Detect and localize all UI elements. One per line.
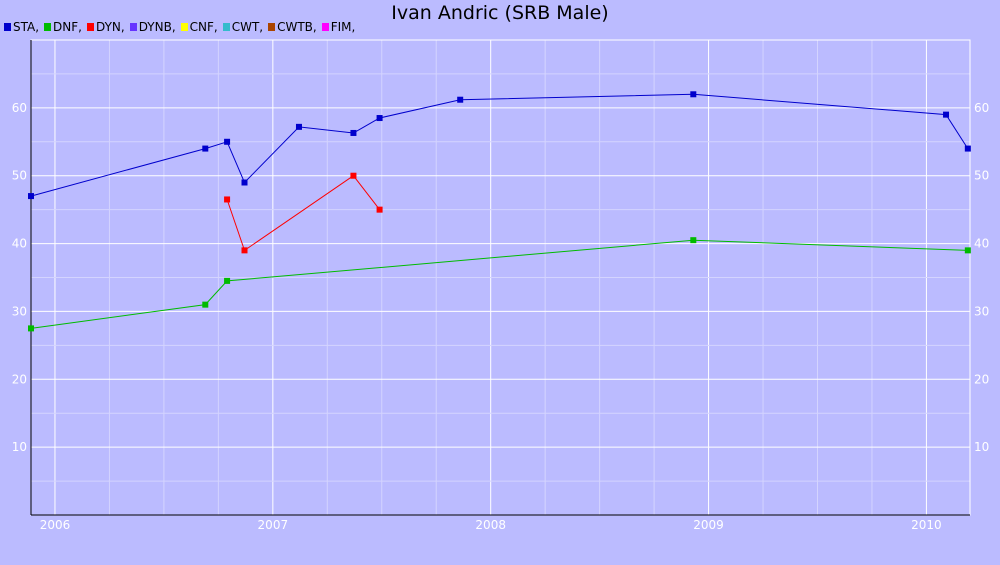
y-tick-label-left: 20 — [12, 372, 27, 386]
legend-swatch — [44, 23, 52, 31]
y-tick-label-right: 40 — [974, 237, 989, 251]
data-point-sta — [28, 193, 34, 200]
legend-item: STA, — [4, 20, 39, 34]
legend-label: STA, — [13, 20, 40, 34]
legend-item: CWTB, — [268, 20, 317, 34]
y-tick-label-right: 60 — [974, 101, 989, 115]
legend-swatch — [268, 23, 276, 31]
legend-swatch — [129, 23, 137, 31]
data-point-sta — [457, 96, 464, 103]
x-tick-label: 2009 — [693, 518, 724, 532]
data-point-sta — [241, 179, 248, 186]
x-tick-label: 2010 — [911, 518, 942, 532]
x-tick-label: 2008 — [475, 518, 506, 532]
data-point-dnf — [964, 247, 971, 254]
grid-lines — [31, 40, 970, 515]
data-point-sta — [202, 145, 209, 152]
data-point-dyn — [376, 206, 383, 213]
legend-item: DYN, — [86, 20, 125, 34]
legend-label: CWTB, — [277, 20, 317, 34]
legend-label: DYN, — [95, 20, 125, 34]
data-point-dyn — [224, 196, 231, 203]
x-tick-label: 2006 — [40, 518, 71, 532]
y-tick-label-left: 60 — [12, 101, 27, 115]
legend-label: CNF, — [189, 20, 218, 34]
series-line-dyn — [226, 175, 380, 252]
legend-item: FIM, — [321, 20, 356, 34]
legend-item: CWT, — [222, 20, 264, 34]
data-point-dnf — [28, 325, 34, 332]
legend-label: DNF, — [53, 20, 82, 34]
data-point-sta — [964, 145, 971, 152]
legend-swatch — [86, 23, 94, 31]
y-tick-label-left: 10 — [12, 440, 27, 454]
legend-item: CNF, — [180, 20, 218, 34]
data-point-sta — [943, 111, 950, 118]
legend: STA, DNF, DYN, DYNB, CNF, CWT, CWTB, FIM, — [4, 20, 360, 34]
y-tick-label-right: 10 — [974, 440, 989, 454]
legend-label: FIM, — [330, 20, 356, 34]
y-tick-label-left: 30 — [12, 304, 27, 318]
data-point-dyn — [350, 172, 357, 179]
x-tick-label: 2007 — [258, 518, 289, 532]
y-tick-label-right: 30 — [974, 304, 989, 318]
tick-labels: 10 10 20 20 30 30 40 40 50 50 60 60 2006 2007 2008 2009… — [12, 101, 990, 532]
y-tick-label-right: 20 — [974, 372, 989, 386]
data-point-sta — [690, 91, 697, 98]
y-tick-label-left: 40 — [12, 237, 27, 251]
data-point-dyn — [241, 247, 248, 254]
legend-swatch — [4, 23, 11, 31]
series-line-dnf — [30, 239, 968, 329]
data-point-dnf — [202, 301, 209, 308]
data-point-sta — [295, 123, 302, 130]
series-layer — [28, 91, 971, 332]
legend-swatch — [180, 23, 188, 31]
data-point-sta — [350, 129, 357, 136]
data-point-sta — [376, 115, 383, 122]
legend-label: DYNB, — [138, 20, 176, 34]
series-line-sta — [30, 93, 969, 197]
chart-title: Ivan Andric (SRB Male) — [391, 2, 609, 24]
data-point-sta — [224, 138, 231, 145]
data-point-dnf — [690, 237, 697, 244]
legend-item: DNF, — [44, 20, 82, 34]
y-tick-label-left: 50 — [12, 169, 27, 183]
legend-item: DYNB, — [129, 20, 176, 34]
legend-swatch — [222, 23, 230, 31]
legend-swatch — [321, 23, 329, 31]
y-tick-label-right: 50 — [974, 169, 989, 183]
legend-label: CWT, — [231, 20, 264, 34]
axes — [30, 39, 971, 516]
data-point-dnf — [224, 277, 231, 284]
